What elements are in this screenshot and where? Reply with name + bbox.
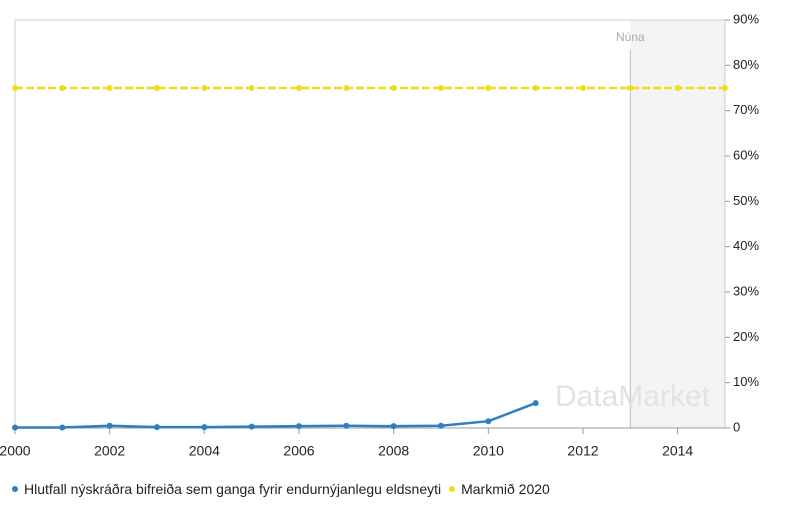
y-tick-label: 90% bbox=[733, 11, 759, 26]
y-tick-label: 20% bbox=[733, 329, 759, 344]
point bbox=[296, 423, 302, 430]
y-tick-label: 10% bbox=[733, 374, 759, 389]
x-tick-label: 2004 bbox=[189, 443, 220, 459]
point bbox=[390, 423, 397, 430]
legend-item[interactable]: Markmið 2020 bbox=[449, 481, 550, 497]
point bbox=[296, 85, 302, 91]
x-tick-label: 2012 bbox=[567, 443, 598, 459]
x-tick-label: 2002 bbox=[94, 443, 125, 459]
point bbox=[722, 85, 728, 91]
y-tick-label: 50% bbox=[733, 193, 759, 208]
x-tick-label: 2010 bbox=[473, 443, 504, 459]
y-tick-label: 70% bbox=[733, 102, 759, 117]
legend: Hlutfall nýskráðra bifreiða sem ganga fy… bbox=[12, 476, 787, 502]
point bbox=[532, 400, 539, 407]
point bbox=[106, 85, 113, 91]
watermark: DataMarket bbox=[555, 380, 711, 413]
point bbox=[12, 424, 18, 431]
chart: Núna DataMarket 0 10% 20% 30% 40% 50% 60% 70% 80% 9… bbox=[0, 11, 759, 459]
x-tick-label: 2008 bbox=[378, 443, 409, 459]
point bbox=[248, 423, 255, 430]
point bbox=[627, 85, 634, 91]
point bbox=[12, 85, 18, 91]
y-tick-label: 80% bbox=[733, 57, 759, 72]
point bbox=[438, 422, 444, 429]
point bbox=[59, 424, 66, 431]
y-tick-label: 60% bbox=[733, 147, 759, 162]
x-tick-label: 2006 bbox=[283, 443, 314, 459]
point bbox=[532, 85, 539, 91]
legend-label: Hlutfall nýskráðra bifreiða sem ganga fy… bbox=[24, 481, 442, 497]
point bbox=[201, 85, 208, 91]
now-label: Núna bbox=[616, 30, 645, 44]
series-line bbox=[15, 401, 537, 429]
plot-frame bbox=[14, 19, 726, 429]
point bbox=[154, 85, 160, 91]
legend-label: Markmið 2020 bbox=[461, 481, 550, 497]
point bbox=[438, 85, 444, 91]
point bbox=[59, 85, 66, 91]
x-tick-label: 2014 bbox=[662, 443, 693, 459]
point bbox=[343, 85, 350, 91]
point bbox=[485, 418, 492, 425]
y-tick-label: 30% bbox=[733, 283, 759, 298]
y-tick-label: 0 bbox=[733, 419, 740, 434]
point bbox=[154, 424, 160, 431]
y-tick-label: 40% bbox=[733, 238, 759, 253]
x-tick-label: 2000 bbox=[0, 443, 31, 459]
future-shade bbox=[630, 20, 725, 428]
point bbox=[390, 85, 397, 91]
legend-swatch bbox=[449, 486, 456, 493]
point bbox=[674, 85, 681, 91]
point bbox=[485, 85, 492, 91]
point bbox=[580, 85, 586, 91]
point bbox=[106, 422, 113, 429]
legend-swatch bbox=[12, 486, 18, 493]
point bbox=[248, 85, 255, 91]
point bbox=[343, 422, 350, 429]
legend-item[interactable]: Hlutfall nýskráðra bifreiða sem ganga fy… bbox=[12, 481, 441, 497]
point bbox=[201, 424, 208, 431]
